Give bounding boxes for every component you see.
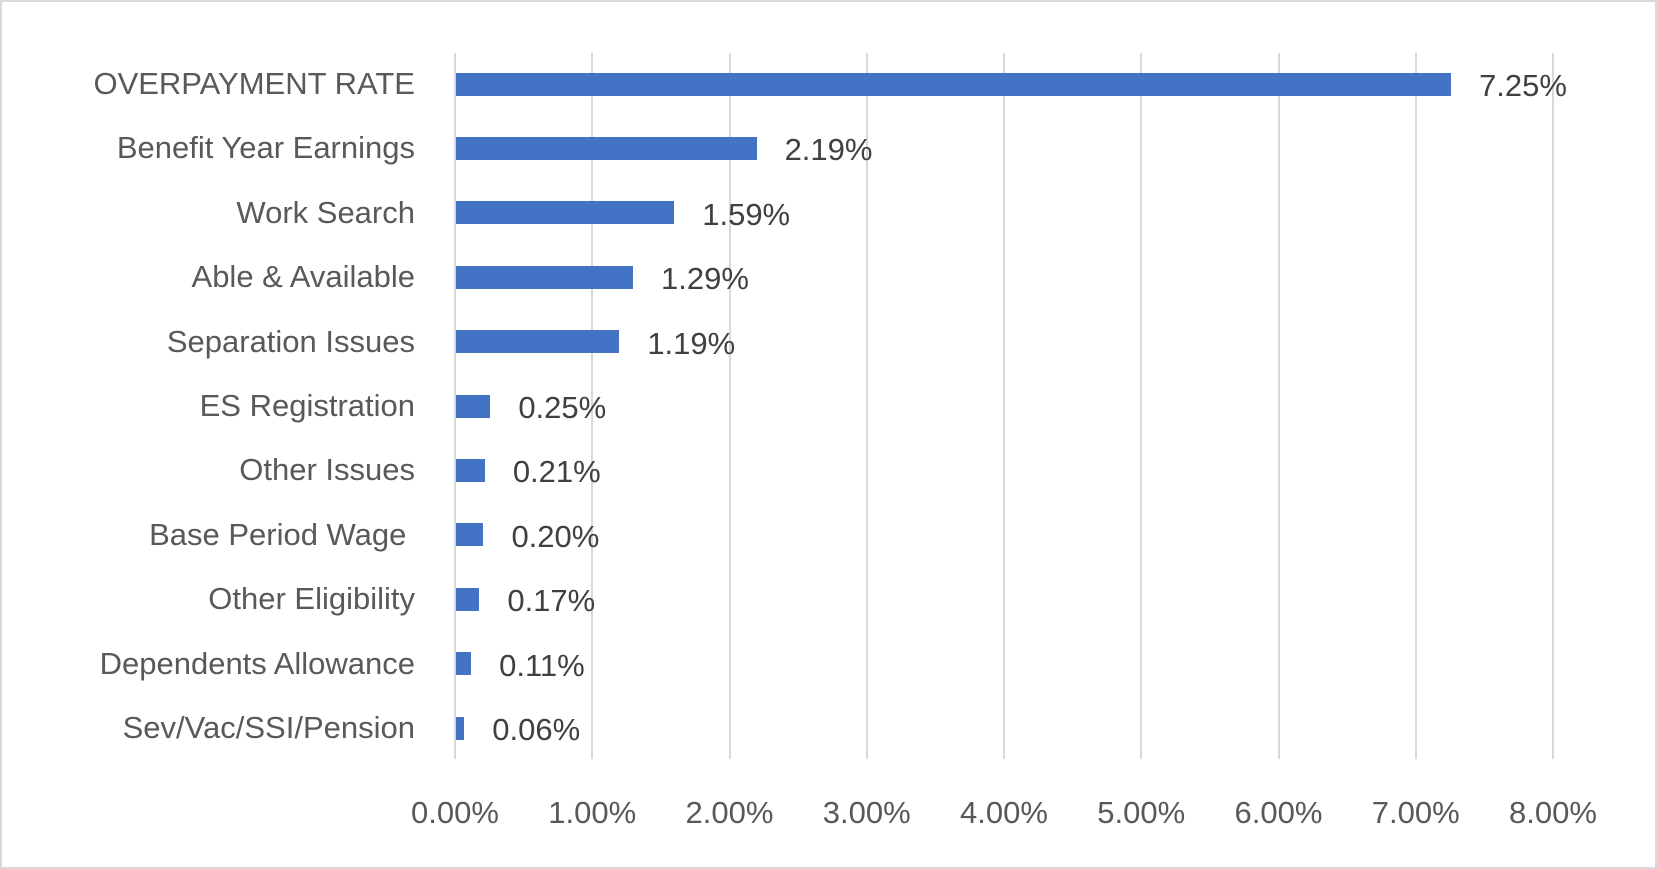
gridline: [1552, 53, 1554, 759]
gridline: [1277, 53, 1280, 759]
gridline: [865, 53, 868, 759]
x-tick-label: 5.00%: [1097, 795, 1186, 830]
category-label: Sev/Vac/SSI/Pension: [122, 710, 415, 745]
data-label: 7.25%: [1479, 68, 1567, 103]
category-label: OVERPAYMENT RATE: [93, 66, 415, 101]
x-tick-label: 3.00%: [822, 795, 911, 830]
bar: [456, 394, 491, 418]
x-tick-label: 0.00%: [411, 795, 499, 830]
bar: [456, 201, 675, 225]
category-label: Benefit Year Earnings: [116, 130, 415, 166]
bar: [456, 587, 480, 611]
gridline: [1414, 53, 1417, 759]
category-label: Work Search: [236, 194, 415, 230]
data-label: 0.17%: [507, 583, 596, 619]
gridline: [1003, 53, 1005, 759]
gridline: [1140, 53, 1143, 759]
bar: [456, 458, 485, 482]
bar: [456, 523, 484, 547]
bar: [456, 330, 620, 354]
plot-area: [454, 53, 1554, 759]
data-label: 0.20%: [511, 518, 600, 554]
category-label: Separation Issues: [166, 323, 415, 359]
gridline: [591, 53, 594, 759]
data-label: 1.19%: [647, 325, 736, 361]
category-label: Other Issues: [239, 452, 415, 488]
bar: [456, 72, 1452, 96]
data-label: 1.59%: [702, 196, 791, 232]
data-label: 0.25%: [518, 390, 607, 425]
bar: [456, 136, 757, 160]
x-tick-label: 7.00%: [1371, 795, 1460, 830]
x-tick-label: 2.00%: [685, 795, 774, 830]
category-label: Other Eligibility: [208, 581, 415, 617]
data-label: 2.19%: [784, 132, 873, 168]
x-tick-label: 8.00%: [1509, 795, 1597, 830]
gridline: [454, 53, 456, 759]
bar: [456, 716, 465, 740]
data-label: 0.21%: [512, 454, 601, 490]
x-tick-label: 4.00%: [960, 795, 1048, 830]
category-label: Able & Available: [191, 259, 415, 295]
category-label: Dependents Allowance: [99, 645, 415, 681]
x-tick-label: 6.00%: [1234, 795, 1323, 830]
bar: [456, 652, 472, 676]
category-label: Base Period Wage: [149, 516, 415, 552]
category-label: ES Registration: [199, 388, 415, 423]
x-tick-label: 1.00%: [548, 795, 637, 830]
gridline: [728, 53, 731, 759]
bar: [456, 265, 634, 289]
data-label: 0.06%: [492, 712, 581, 747]
data-label: 0.11%: [499, 647, 585, 683]
data-label: 1.29%: [661, 261, 749, 297]
